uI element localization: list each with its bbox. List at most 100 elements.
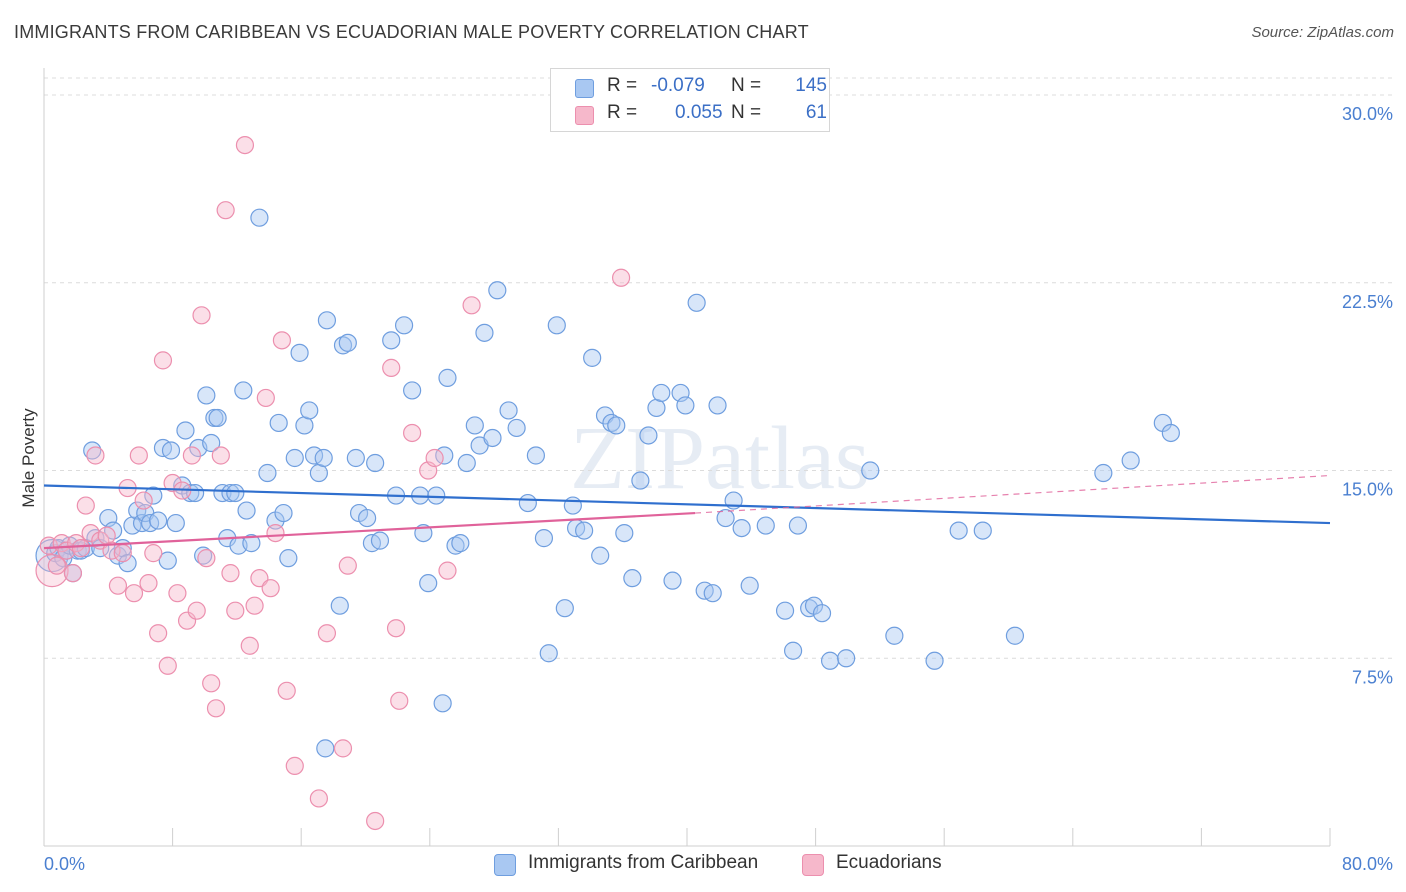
data-point	[285, 448, 304, 468]
data-point	[153, 351, 173, 370]
trend-line-extension	[695, 474, 1331, 514]
data-point	[314, 448, 333, 468]
data-point	[83, 441, 102, 460]
data-point	[1005, 626, 1025, 645]
data-point	[488, 281, 507, 300]
data-point	[783, 641, 803, 660]
chart-source: Source: ZipAtlas.com	[1251, 24, 1394, 41]
data-point	[300, 401, 319, 420]
data-point	[197, 386, 216, 405]
legend-label-ecuadorians: Ecuadorians	[836, 852, 942, 873]
data-point	[316, 739, 335, 758]
data-point	[129, 446, 148, 465]
data-point	[382, 358, 401, 377]
data-point	[861, 461, 880, 480]
data-point	[221, 564, 240, 583]
data-point	[563, 496, 582, 515]
trend-line-caribbean	[43, 484, 1331, 525]
x-tick-label: 0.0%	[44, 854, 85, 874]
data-point	[242, 534, 261, 553]
data-point	[102, 541, 121, 560]
data-point	[483, 428, 502, 448]
data-point	[1161, 423, 1180, 443]
data-point	[475, 323, 494, 342]
legend-n-value: 145	[795, 75, 827, 96]
data-point	[419, 574, 438, 593]
data-point	[279, 549, 298, 568]
data-point	[663, 571, 682, 590]
data-point	[202, 433, 221, 453]
data-point	[837, 649, 856, 668]
data-point	[108, 576, 128, 595]
data-point	[703, 584, 722, 603]
data-point	[124, 584, 144, 603]
data-point	[1094, 463, 1113, 483]
axes	[43, 68, 1331, 847]
data-point	[144, 486, 163, 505]
legend-r-value: 0.055	[675, 102, 723, 123]
data-point	[425, 448, 444, 468]
data-point	[370, 531, 390, 550]
data-point	[756, 516, 775, 535]
tick-labels: 7.5% 15.0% 22.5% 30.0% 0.0% 80.0% Male Poverty	[19, 104, 1393, 874]
y-axis-label: Male Poverty	[19, 408, 38, 508]
data-point	[438, 561, 457, 580]
data-point	[245, 596, 264, 615]
data-point	[366, 453, 385, 473]
data-point	[611, 268, 631, 287]
data-point	[547, 316, 566, 335]
data-point	[237, 501, 256, 520]
data-point	[261, 579, 280, 598]
data-point	[451, 534, 470, 553]
data-point	[676, 396, 695, 415]
data-point	[234, 381, 253, 400]
data-point	[788, 516, 808, 535]
data-point	[163, 473, 182, 493]
data-point	[708, 396, 727, 415]
data-point	[949, 521, 968, 540]
data-point	[973, 521, 992, 540]
data-point	[216, 201, 235, 220]
data-point	[97, 526, 116, 545]
data-point	[382, 331, 401, 350]
legend-r-label: R =	[607, 75, 638, 96]
data-point	[290, 343, 309, 362]
data-point	[176, 421, 195, 440]
legend-r-value: -0.079	[651, 75, 705, 96]
data-point	[192, 306, 211, 325]
data-point	[507, 418, 526, 438]
data-point	[277, 681, 296, 700]
data-point	[144, 544, 163, 563]
data-point	[309, 789, 328, 808]
data-point	[403, 381, 422, 400]
y-tick-label: 30.0%	[1342, 104, 1393, 124]
data-point	[534, 529, 554, 548]
data-point	[256, 388, 275, 408]
data-point	[555, 599, 574, 618]
series-points-caribbean	[35, 208, 1180, 758]
data-point	[427, 486, 446, 505]
series-legend: Immigrants from Caribbean Ecuadorians	[0, 852, 1406, 878]
data-point	[687, 293, 706, 312]
legend-n-label: N =	[731, 75, 762, 96]
legend-label-caribbean: Immigrants from Caribbean	[528, 852, 759, 873]
data-point	[732, 518, 751, 538]
trend-lines	[43, 474, 1331, 550]
data-point	[295, 416, 314, 435]
data-point	[139, 574, 158, 593]
data-point	[161, 441, 181, 460]
data-point	[433, 694, 452, 713]
data-point	[446, 536, 465, 555]
data-point	[269, 413, 288, 433]
data-point	[118, 554, 137, 573]
data-point	[47, 556, 66, 575]
data-point	[499, 401, 518, 420]
data-point	[775, 601, 795, 620]
data-point	[250, 208, 269, 227]
data-point	[266, 523, 285, 543]
data-point	[206, 699, 226, 718]
data-point	[317, 311, 337, 330]
data-point	[71, 539, 91, 558]
data-point	[134, 491, 153, 510]
data-point	[631, 471, 650, 490]
